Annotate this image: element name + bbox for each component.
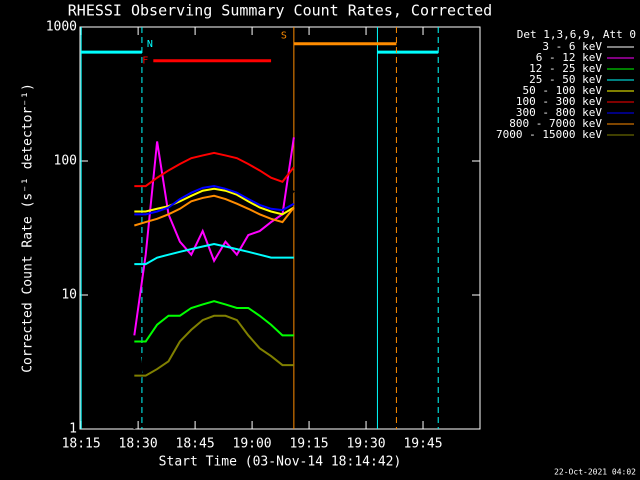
x-tick-label: 18:30 — [119, 437, 158, 452]
x-tick-label: 19:00 — [233, 437, 272, 452]
series-line — [134, 300, 294, 343]
legend-label: 7000 - 15000 keV — [496, 128, 602, 141]
legend-label: 50 - 100 keV — [523, 84, 603, 97]
legend-label: 6 - 12 keV — [536, 51, 603, 64]
plot-frame — [79, 26, 481, 430]
y-tick-label: 100 — [54, 154, 77, 169]
flag-label: N — [147, 39, 153, 50]
legend-label: 800 - 7000 keV — [509, 117, 602, 130]
y-tick-label: 10 — [61, 288, 77, 303]
series-line — [134, 314, 294, 377]
x-tick-label: 19:45 — [403, 437, 442, 452]
x-tick-label: 19:30 — [346, 437, 385, 452]
series-line — [134, 243, 294, 266]
legend-title: Det 1,3,6,9, Att 0 — [517, 28, 636, 41]
series-line — [134, 194, 295, 227]
y-tick-label: 1 — [69, 422, 77, 437]
legend-label: 12 - 25 keV — [529, 62, 602, 75]
legend-label: 3 - 6 keV — [542, 40, 602, 53]
series-line — [133, 181, 295, 430]
legend-label: 100 - 300 keV — [516, 95, 602, 108]
x-tick-label: 19:15 — [289, 437, 328, 452]
x-axis-label: Start Time (03-Nov-14 18:14:42) — [159, 455, 402, 470]
x-tick-label: 18:15 — [62, 437, 101, 452]
chart-title: RHESSI Observing Summary Count Rates, Co… — [68, 2, 492, 20]
series-line — [134, 187, 295, 216]
legend-label: 300 - 800 keV — [516, 106, 602, 119]
series-line — [134, 185, 295, 216]
legend-label: 25 - 50 keV — [529, 73, 602, 86]
y-axis-label: Corrected Count Rate (s⁻¹ detector⁻¹) — [21, 83, 36, 373]
series-line — [133, 137, 295, 336]
series-line — [134, 151, 295, 188]
flag-label: S — [281, 31, 287, 42]
footer: 22-Oct-2021 04:02 — [554, 468, 636, 477]
y-tick-label: 1000 — [46, 20, 77, 35]
x-tick-label: 18:45 — [176, 437, 215, 452]
flag-label: F — [142, 56, 148, 67]
